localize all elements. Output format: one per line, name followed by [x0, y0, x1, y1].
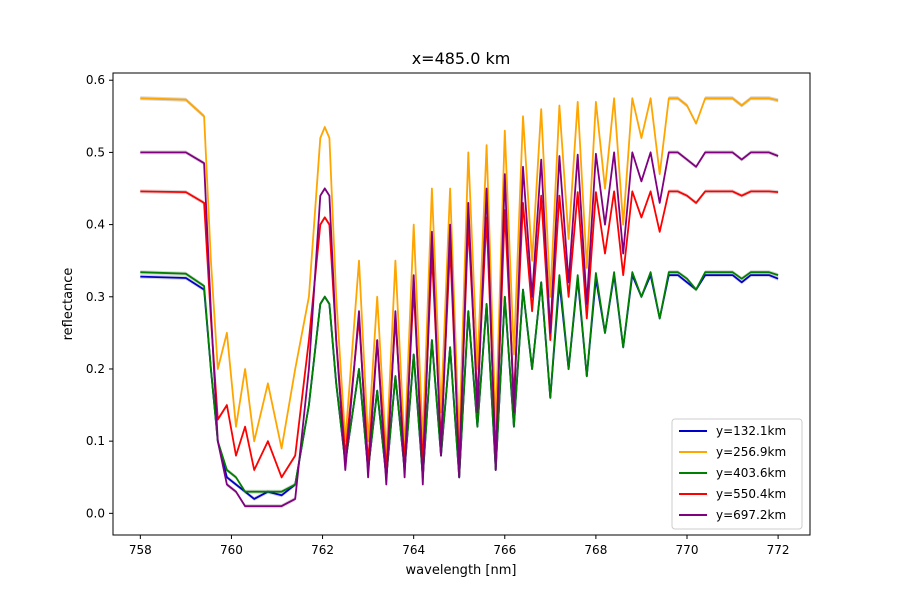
x-tick-label: 766	[493, 543, 516, 557]
series-line-2	[140, 271, 779, 493]
legend-box	[671, 418, 803, 530]
y-tick-label: 0.2	[86, 362, 105, 376]
x-tick-label: 758	[129, 543, 152, 557]
y-tick-label: 0.0	[86, 506, 105, 520]
y-tick-label: 0.5	[86, 145, 105, 159]
legend-label-2: y=403.6km	[716, 466, 786, 480]
series-line-3	[140, 190, 779, 479]
y-axis-label: reflectance	[61, 268, 76, 341]
legend: y=132.1km y=256.9km y=403.6km y=550.4km y=69…	[671, 418, 803, 530]
y-tick-label: 0.6	[86, 73, 105, 87]
x-tick-label: 760	[220, 543, 243, 557]
x-tick-label: 772	[767, 543, 790, 557]
series-line-4	[140, 151, 779, 508]
y-tick-label: 0.1	[86, 434, 105, 448]
y-tick-label: 0.3	[86, 290, 105, 304]
x-tick-label: 768	[584, 543, 607, 557]
data-lines	[140, 97, 779, 508]
chart-title: x=485.0 km	[412, 49, 511, 68]
y-axis-ticks: 0.0 0.1 0.2 0.3 0.4 0.5 0.6	[86, 73, 113, 520]
x-axis-ticks: 758 760 762 764 766 768 770 772	[129, 535, 790, 557]
y-tick-label: 0.4	[86, 218, 105, 232]
x-tick-label: 762	[311, 543, 334, 557]
legend-label-4: y=697.2km	[716, 508, 786, 522]
legend-label-3: y=550.4km	[716, 487, 786, 501]
legend-label-1: y=256.9km	[716, 445, 786, 459]
x-tick-label: 770	[676, 543, 699, 557]
x-axis-label: wavelength [nm]	[406, 563, 517, 578]
axes-frame	[112, 72, 811, 536]
x-tick-label: 764	[402, 543, 425, 557]
legend-label-0: y=132.1km	[716, 424, 786, 438]
series-line-1	[140, 97, 779, 457]
